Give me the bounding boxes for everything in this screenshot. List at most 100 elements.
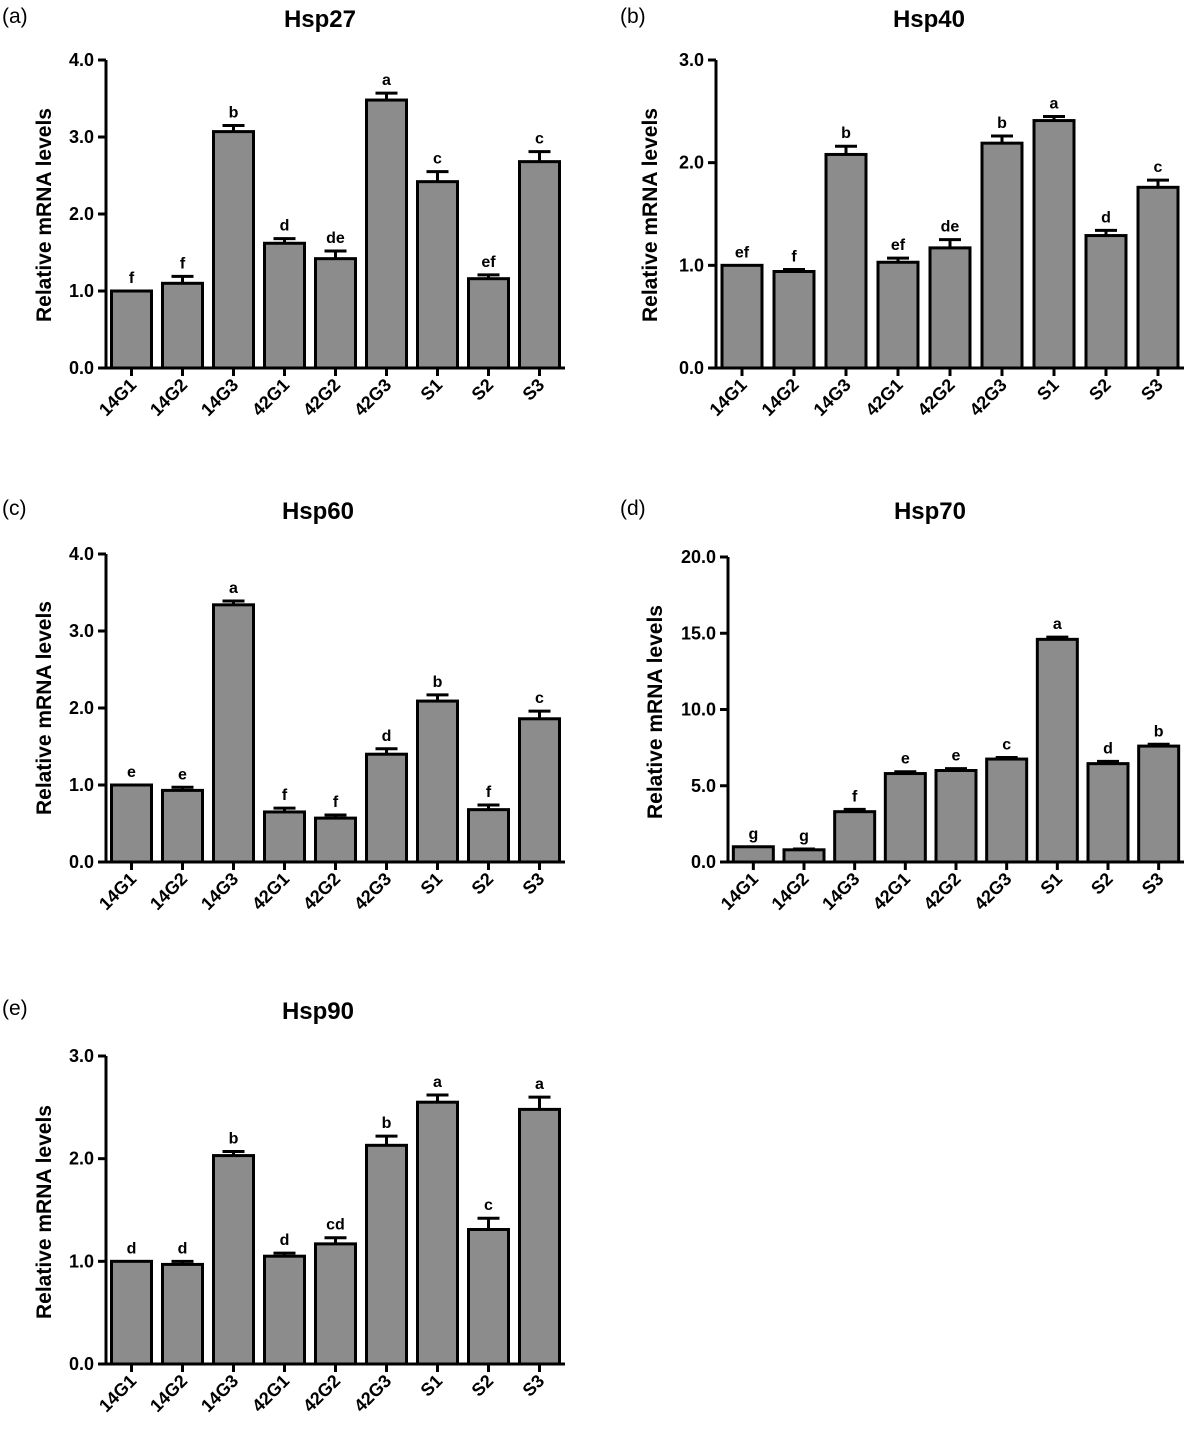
bar: [934, 769, 978, 864]
bar: [365, 752, 408, 864]
x-tick-label: 42G1: [248, 375, 293, 420]
chart-title-hsp40: Hsp40: [893, 6, 965, 33]
x-tick-label: 42G3: [350, 375, 395, 420]
panel-letter-e: (e): [2, 997, 28, 1020]
significance-label: e: [901, 751, 910, 768]
y-tick-label: 5.0: [691, 776, 716, 796]
chart-panel-e: (e) Hsp90 Relative mRNA levels 0.0 1.0 2.0…: [2, 997, 565, 1416]
y-axis-label: Relative mRNA levels: [639, 108, 662, 322]
bar: [883, 772, 927, 864]
y-tick-label: 2.0: [679, 153, 704, 173]
x-tick-label: S3: [1137, 375, 1167, 405]
x-tick-label: 14G1: [95, 1371, 140, 1416]
bar: [365, 98, 408, 370]
chart-panel-a: (a) Hsp27 Relative mRNA levels 0.0 1.0 2.0…: [2, 5, 565, 420]
bar: [263, 810, 306, 864]
y-tick-label: 4.0: [69, 50, 94, 70]
significance-label: f: [791, 248, 797, 265]
x-tick-label: S2: [1085, 375, 1115, 405]
y-tick-label: 20.0: [681, 547, 716, 567]
plot-area: 0.0 5.0 10.0 15.0 20.0 g 14G1 g 14G2 f 14G3 e 42G1 e 4…: [681, 547, 1184, 914]
significance-label: f: [486, 784, 492, 801]
x-tick-label: 14G3: [810, 375, 855, 420]
significance-label: g: [799, 828, 809, 845]
x-tick-label: 14G1: [706, 375, 751, 420]
y-tick-label: 2.0: [69, 1149, 94, 1169]
significance-label: f: [282, 787, 288, 804]
significance-label: d: [280, 218, 290, 235]
bar: [263, 241, 306, 370]
bar: [1035, 637, 1079, 864]
bar: [110, 1259, 153, 1366]
y-tick-label: 3.0: [69, 621, 94, 641]
significance-label: a: [229, 580, 238, 597]
x-tick-label: 42G1: [862, 375, 907, 420]
y-tick-label: 0.0: [691, 852, 716, 872]
chart-title-hsp27: Hsp27: [284, 6, 356, 33]
significance-label: e: [178, 766, 187, 783]
significance-label: b: [841, 125, 851, 142]
x-tick-label: S1: [417, 375, 447, 405]
bar: [314, 257, 357, 370]
significance-label: de: [326, 230, 345, 247]
plot-area: 0.0 1.0 2.0 3.0 4.0 f 14G1 f 14G2 b 14G3 d 42G1 de 42G…: [69, 50, 565, 420]
y-tick-label: 1.0: [69, 775, 94, 795]
y-tick-label: 0.0: [679, 358, 704, 378]
bar: [772, 269, 816, 370]
x-tick-label: 14G3: [197, 375, 242, 420]
significance-label: a: [433, 1074, 442, 1091]
bar: [518, 717, 561, 864]
x-tick-label: 42G2: [299, 869, 344, 914]
plot-area: 0.0 1.0 2.0 3.0 ef 14G1 f 14G2 b 14G3 ef 42G1 de 42G2…: [679, 50, 1184, 420]
x-tick-label: 14G1: [95, 869, 140, 914]
y-tick-label: 2.0: [69, 698, 94, 718]
x-tick-label: 14G1: [717, 869, 762, 914]
bar: [416, 1100, 459, 1366]
significance-label: e: [127, 764, 136, 781]
significance-label: a: [382, 72, 391, 89]
significance-label: ef: [735, 244, 750, 261]
x-tick-label: S1: [417, 1371, 447, 1401]
significance-label: d: [382, 728, 392, 745]
x-tick-label: 42G1: [248, 869, 293, 914]
bar: [314, 1242, 357, 1366]
significance-label: c: [535, 131, 544, 148]
bar: [824, 152, 868, 370]
y-tick-label: 1.0: [679, 255, 704, 275]
y-tick-label: 0.0: [69, 1354, 94, 1374]
bar: [518, 1107, 561, 1366]
bar: [467, 808, 510, 864]
x-tick-label: S2: [468, 375, 498, 405]
significance-label: f: [129, 270, 135, 287]
x-tick-label: 42G1: [869, 869, 914, 914]
x-tick-label: 14G2: [146, 869, 191, 914]
x-tick-label: 42G3: [970, 869, 1015, 914]
panel-letter-c: (c): [2, 497, 27, 520]
bar: [467, 1228, 510, 1366]
plot-area: 0.0 1.0 2.0 3.0 4.0 e 14G1 e 14G2 a 14G3 f 42G1 f 42G2…: [69, 544, 565, 914]
bar: [720, 263, 764, 370]
y-tick-label: 4.0: [69, 544, 94, 564]
bar: [928, 246, 972, 370]
bar: [518, 160, 561, 370]
bar: [212, 603, 255, 864]
significance-label: f: [333, 794, 339, 811]
chart-title-hsp60: Hsp60: [282, 498, 354, 525]
bar: [416, 180, 459, 370]
significance-label: b: [229, 104, 239, 121]
significance-label: a: [1053, 616, 1062, 633]
x-tick-label: 42G2: [920, 869, 965, 914]
significance-label: c: [433, 151, 442, 168]
bar: [1086, 762, 1130, 864]
y-tick-label: 1.0: [69, 1251, 94, 1271]
bar: [416, 699, 459, 864]
x-tick-label: 14G2: [758, 375, 803, 420]
x-tick-label: S2: [468, 869, 498, 899]
significance-label: c: [484, 1197, 493, 1214]
x-tick-label: 42G2: [299, 1371, 344, 1416]
significance-label: c: [1154, 159, 1163, 176]
chart-title-hsp70: Hsp70: [894, 498, 966, 525]
bar: [1032, 119, 1076, 370]
plot-area: 0.0 1.0 2.0 3.0 d 14G1 d 14G2 b 14G3 d 42G1 cd 42G2 b 4…: [69, 1046, 565, 1416]
x-tick-label: 14G2: [768, 869, 813, 914]
